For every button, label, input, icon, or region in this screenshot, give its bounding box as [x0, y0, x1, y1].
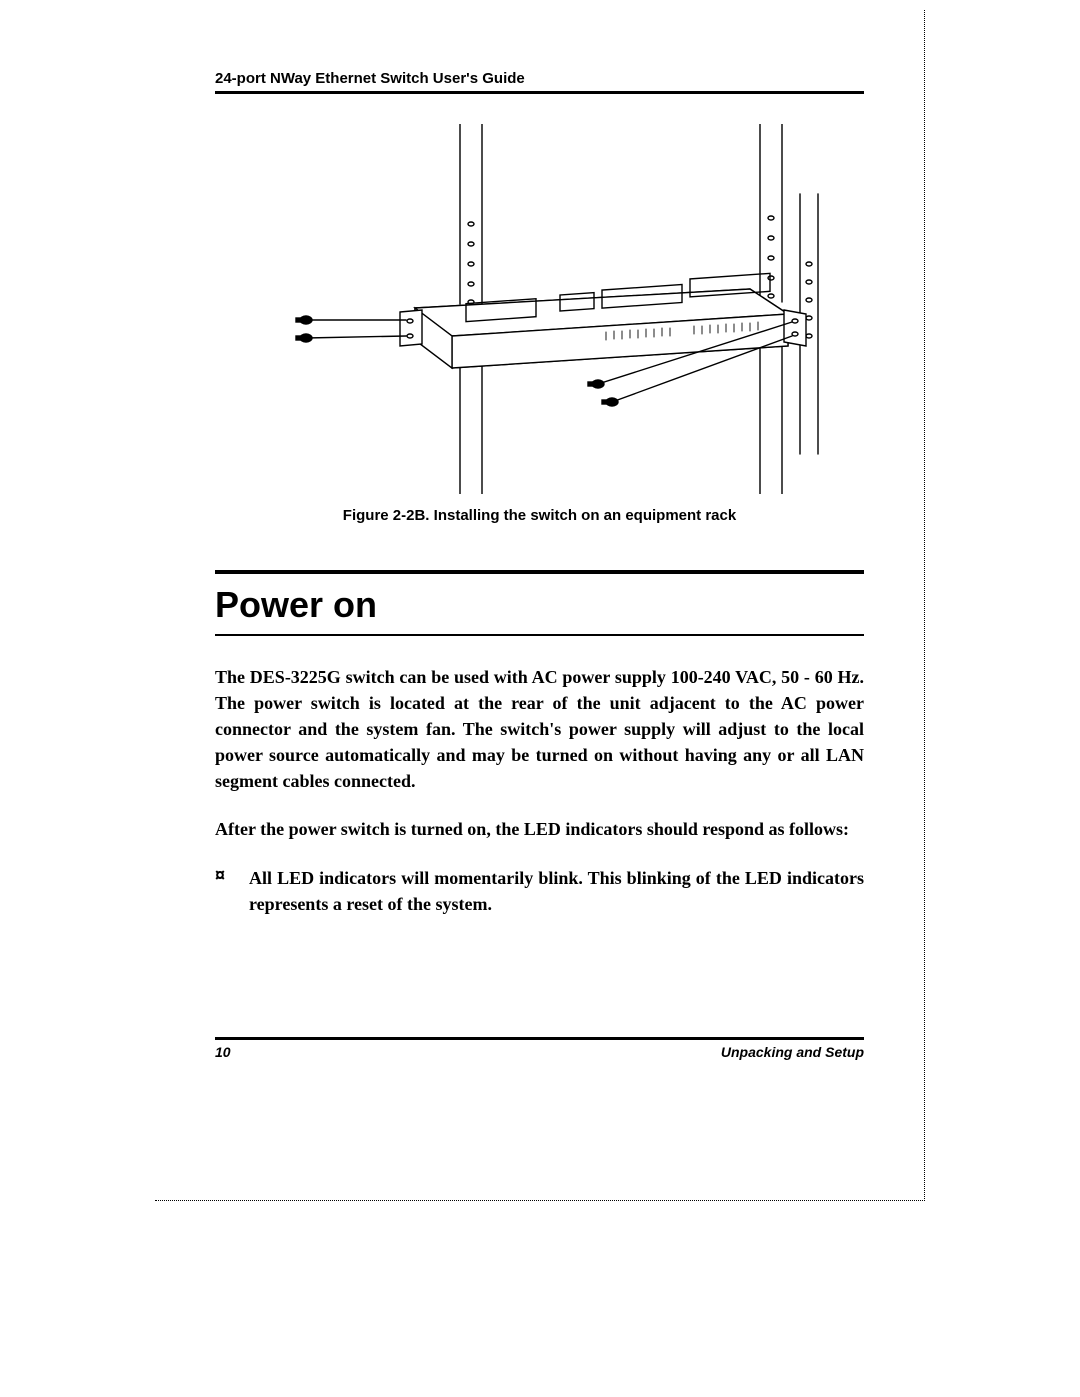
body-paragraph: The DES-3225G switch can be used with AC… — [215, 664, 864, 794]
manual-page: 24-port NWay Ethernet Switch User's Guid… — [155, 10, 925, 1201]
rack-install-figure — [215, 124, 864, 499]
section-rule-top — [215, 570, 864, 574]
section-rule-bottom — [215, 634, 864, 636]
page-number: 10 — [215, 1044, 231, 1060]
bullet-marker: ¤ — [215, 865, 249, 917]
list-item: ¤ All LED indicators will momentarily bl… — [215, 865, 864, 917]
page-footer: 10 Unpacking and Setup — [215, 1044, 864, 1160]
footer-section-title: Unpacking and Setup — [721, 1044, 864, 1060]
bullet-text: All LED indicators will momentarily blin… — [249, 865, 864, 917]
header-title: 24-port NWay Ethernet Switch User's Guid… — [215, 70, 525, 87]
body-paragraph: After the power switch is turned on, the… — [215, 816, 864, 842]
footer-rule — [215, 1037, 864, 1040]
page-header: 24-port NWay Ethernet Switch User's Guid… — [215, 70, 864, 94]
figure-caption: Figure 2-2B. Installing the switch on an… — [215, 507, 864, 524]
section-heading: Power on — [215, 584, 864, 626]
